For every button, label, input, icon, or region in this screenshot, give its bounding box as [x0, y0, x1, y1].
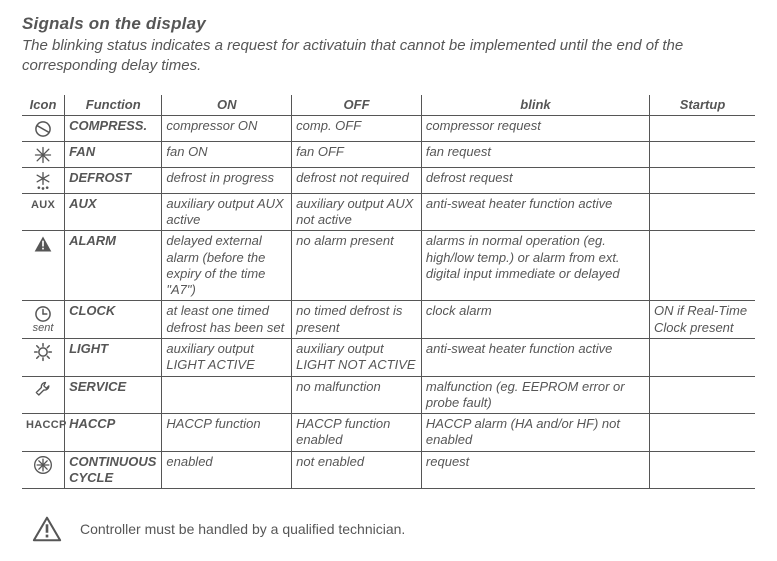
cell-function: SERVICE — [65, 376, 162, 414]
cell-off: defrost not required — [292, 167, 422, 193]
table-row: CONTINUOUS CYCLEenablednot enabledreques… — [22, 451, 755, 489]
cell-on: HACCP function — [162, 414, 292, 452]
signals-table: Icon Function ON OFF blink Startup COMPR… — [22, 95, 755, 490]
table-row: COMPRESS.compressor ONcomp. OFFcompresso… — [22, 115, 755, 141]
table-row: ALARMdelayed external alarm (before the … — [22, 231, 755, 301]
cell-on: auxiliary output AUX active — [162, 193, 292, 231]
cell-blink: malfunction (eg. EEPROM error or probe f… — [421, 376, 649, 414]
cell-function: LIGHT — [65, 339, 162, 377]
cell-on: defrost in progress — [162, 167, 292, 193]
cell-function: COMPRESS. — [65, 115, 162, 141]
lightbulb-icon — [22, 339, 65, 377]
cell-startup — [650, 451, 755, 489]
cell-off: no alarm present — [292, 231, 422, 301]
cell-blink: fan request — [421, 141, 649, 167]
cell-on: enabled — [162, 451, 292, 489]
table-row: AUXAUXauxiliary output AUX activeauxilia… — [22, 193, 755, 231]
snowflake-drops-icon — [22, 167, 65, 193]
cell-startup — [650, 167, 755, 193]
aux-text-icon: AUX — [22, 193, 65, 231]
wrench-icon — [22, 376, 65, 414]
cell-blink: defrost request — [421, 167, 649, 193]
cell-on: at least one timed defrost has been set — [162, 301, 292, 339]
cell-blink: anti-sweat heater function active — [421, 193, 649, 231]
cell-function: FAN — [65, 141, 162, 167]
cell-off: HACCP function enabled — [292, 414, 422, 452]
cell-function: HACCP — [65, 414, 162, 452]
cell-off: not enabled — [292, 451, 422, 489]
cell-on — [162, 376, 292, 414]
cell-startup — [650, 231, 755, 301]
cell-function: CONTINUOUS CYCLE — [65, 451, 162, 489]
footer-text: Controller must be handled by a qualifie… — [80, 521, 405, 537]
cell-startup — [650, 193, 755, 231]
cell-on: fan ON — [162, 141, 292, 167]
col-off: OFF — [292, 95, 422, 116]
cell-on: compressor ON — [162, 115, 292, 141]
page-subtitle: The blinking status indicates a request … — [22, 36, 755, 77]
cell-off: no malfunction — [292, 376, 422, 414]
compressor-icon — [22, 115, 65, 141]
cell-blink: clock alarm — [421, 301, 649, 339]
col-icon: Icon — [22, 95, 65, 116]
cell-startup — [650, 376, 755, 414]
cell-blink: request — [421, 451, 649, 489]
cell-off: auxiliary output LIGHT NOT ACTIVE — [292, 339, 422, 377]
cell-off: comp. OFF — [292, 115, 422, 141]
warning-triangle-icon — [32, 515, 62, 543]
cell-startup — [650, 141, 755, 167]
cell-blink: anti-sweat heater function active — [421, 339, 649, 377]
table-row: LIGHTauxiliary output LIGHT ACTIVEauxili… — [22, 339, 755, 377]
cell-off: fan OFF — [292, 141, 422, 167]
fan-icon — [22, 141, 65, 167]
warning-triangle-icon — [22, 231, 65, 301]
cell-startup — [650, 115, 755, 141]
haccp-text-icon: HACCP — [22, 414, 65, 452]
cell-on: delayed external alarm (before the expir… — [162, 231, 292, 301]
table-row: DEFROSTdefrost in progressdefrost not re… — [22, 167, 755, 193]
cell-blink: HACCP alarm (HA and/or HF) not enabled — [421, 414, 649, 452]
cell-off: no timed defrost is present — [292, 301, 422, 339]
table-header-row: Icon Function ON OFF blink Startup — [22, 95, 755, 116]
cell-startup — [650, 339, 755, 377]
cell-function: DEFROST — [65, 167, 162, 193]
col-startup: Startup — [650, 95, 755, 116]
col-function: Function — [65, 95, 162, 116]
page-title: Signals on the display — [22, 14, 755, 34]
cell-startup — [650, 414, 755, 452]
col-on: ON — [162, 95, 292, 116]
table-row: HACCPHACCPHACCP functionHACCP function e… — [22, 414, 755, 452]
cell-off: auxiliary output AUX not active — [292, 193, 422, 231]
table-row: FANfan ONfan OFFfan request — [22, 141, 755, 167]
col-blink: blink — [421, 95, 649, 116]
cell-function: ALARM — [65, 231, 162, 301]
cell-on: auxiliary output LIGHT ACTIVE — [162, 339, 292, 377]
cell-blink: alarms in normal operation (eg. high/low… — [421, 231, 649, 301]
snowflake-cycle-icon — [22, 451, 65, 489]
footer-note: Controller must be handled by a qualifie… — [22, 515, 755, 543]
clock-icon: sent — [22, 301, 65, 339]
cell-blink: compressor request — [421, 115, 649, 141]
cell-startup: ON if Real-Time Clock present — [650, 301, 755, 339]
cell-function: AUX — [65, 193, 162, 231]
table-row: SERVICE no malfunctionmalfunction (eg. EE… — [22, 376, 755, 414]
cell-function: CLOCK — [65, 301, 162, 339]
table-row: sentCLOCKat least one timed defrost has … — [22, 301, 755, 339]
